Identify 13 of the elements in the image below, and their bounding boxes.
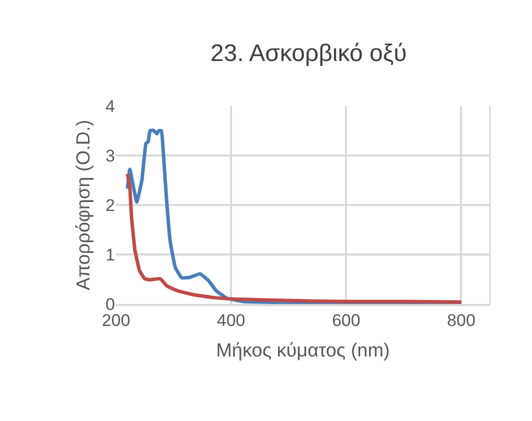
chart-title: 23. Ασκορβικό οξύ (210, 40, 407, 68)
y-axis-title: Απορρόφηση (O.D.) (73, 120, 94, 290)
x-axis-title: Μήκος κύματος (nm) (216, 340, 390, 362)
y-tick-label: 2 (106, 196, 115, 215)
x-tick-label: 600 (332, 311, 360, 330)
y-tick-label: 4 (106, 96, 115, 116)
x-tick-label: 800 (447, 311, 476, 330)
y-tick-label: 1 (106, 245, 115, 264)
x-tick-label: 400 (216, 311, 246, 330)
line-series (126, 172, 463, 304)
x-tick-label: 200 (102, 311, 130, 330)
y-tick-label: 3 (106, 146, 115, 166)
y-tick-label: 0 (106, 294, 115, 314)
